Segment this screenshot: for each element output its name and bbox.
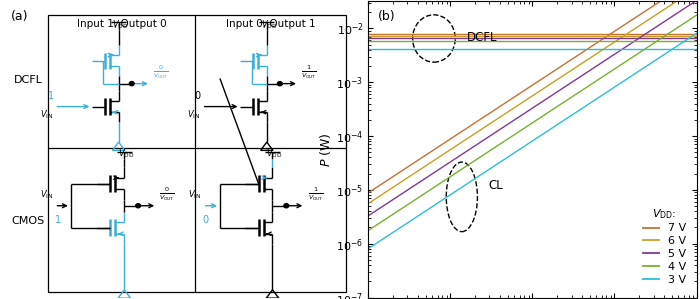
Text: $V_\mathrm{DD}$: $V_\mathrm{DD}$	[260, 19, 277, 31]
Circle shape	[136, 204, 141, 208]
Text: $\frac{0}{V_\mathrm{OUT}}$: $\frac{0}{V_\mathrm{OUT}}$	[160, 186, 175, 203]
Text: $V_\mathrm{DD}$: $V_\mathrm{DD}$	[113, 19, 129, 31]
Text: $V_\mathrm{IN}$: $V_\mathrm{IN}$	[40, 189, 53, 201]
Text: Input 0, Output 1: Input 0, Output 1	[226, 19, 316, 29]
Text: $0$: $0$	[194, 89, 202, 101]
Text: $V_\mathrm{IN}$: $V_\mathrm{IN}$	[188, 189, 202, 201]
Y-axis label: $P$ (W): $P$ (W)	[318, 132, 333, 167]
Circle shape	[284, 204, 288, 208]
Text: CL: CL	[488, 179, 503, 192]
Text: $0$: $0$	[202, 213, 210, 225]
Circle shape	[277, 82, 282, 86]
Text: $\frac{1}{V_\mathrm{OUT}}$: $\frac{1}{V_\mathrm{OUT}}$	[307, 186, 323, 203]
Text: DCFL: DCFL	[467, 31, 497, 44]
Text: $1$: $1$	[55, 213, 62, 225]
Text: $V_\mathrm{DD}$: $V_\mathrm{DD}$	[266, 148, 283, 160]
Text: $V_\mathrm{DD}$: $V_\mathrm{DD}$	[118, 148, 134, 160]
Text: Input 1, Output 0: Input 1, Output 0	[76, 19, 166, 29]
Bar	[48, 15, 346, 292]
Text: $V_\mathrm{IN}$: $V_\mathrm{IN}$	[188, 108, 201, 120]
Text: $\frac{0}{V_\mathrm{OUT}}$: $\frac{0}{V_\mathrm{OUT}}$	[153, 64, 169, 81]
Text: (b): (b)	[378, 10, 395, 23]
Text: $1$: $1$	[48, 89, 55, 101]
Legend: 7 V, 6 V, 5 V, 4 V, 3 V: 7 V, 6 V, 5 V, 4 V, 3 V	[638, 202, 691, 289]
Text: DCFL: DCFL	[14, 75, 43, 85]
Circle shape	[130, 82, 134, 86]
Text: $V_\mathrm{IN}$: $V_\mathrm{IN}$	[40, 108, 53, 120]
Text: CMOS: CMOS	[12, 216, 45, 225]
Text: (a): (a)	[10, 10, 28, 23]
Text: $\frac{1}{V_\mathrm{OUT}}$: $\frac{1}{V_\mathrm{OUT}}$	[301, 64, 317, 81]
